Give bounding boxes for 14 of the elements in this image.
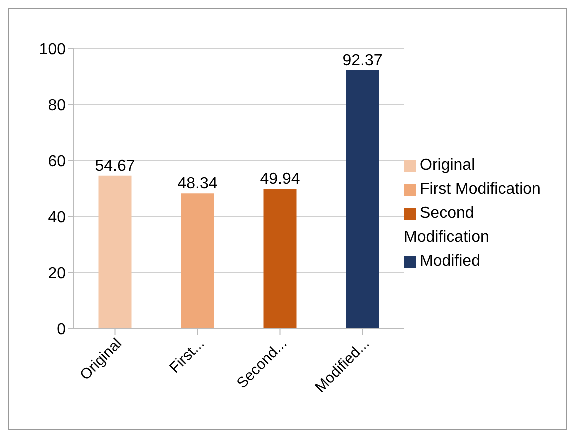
data-label: 48.34 (178, 176, 218, 193)
legend-label: Modified (420, 253, 480, 270)
y-tick-label: 20 (48, 266, 66, 283)
legend-label: Second Modification (404, 205, 490, 246)
y-tick-label: 80 (48, 98, 66, 115)
y-tick-label: 0 (57, 322, 66, 339)
y-tick-label: 40 (48, 210, 66, 227)
legend-label: First Modification (420, 181, 541, 198)
y-tick-label: 100 (39, 42, 66, 59)
legend-label: Original (420, 157, 476, 174)
y-tick-label: 60 (48, 154, 66, 171)
data-label: 92.37 (342, 52, 383, 70)
data-label: 54.67 (95, 158, 136, 175)
data-label: 49.94 (260, 171, 300, 188)
